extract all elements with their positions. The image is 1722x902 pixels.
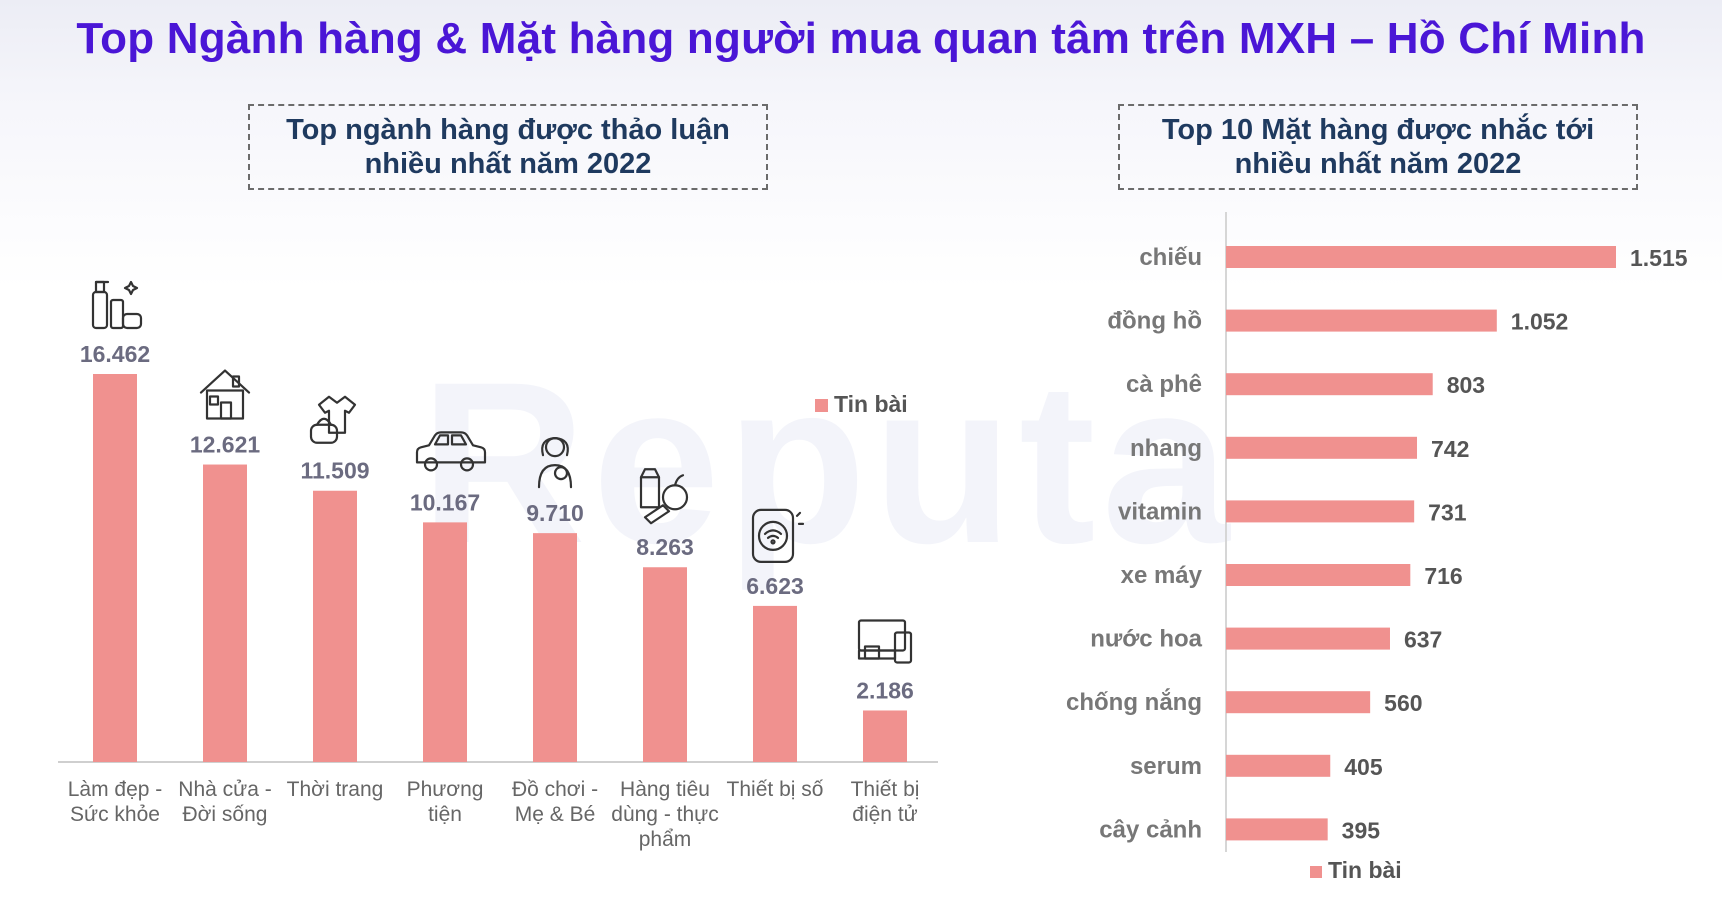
bar: [1226, 564, 1411, 586]
bar-value-label: 742: [1431, 436, 1469, 462]
y-tick-label: cây cảnh: [1099, 816, 1202, 843]
y-tick-label: chống nắng: [1066, 688, 1202, 716]
car-icon: [415, 431, 487, 472]
x-tick-label: Thiết bị số: [727, 778, 824, 801]
bar-value-label: 731: [1428, 499, 1467, 525]
bar: [1226, 246, 1616, 268]
bar-value-label: 2.186: [856, 677, 914, 703]
bar-value-label: 8.263: [636, 534, 694, 560]
left-chart-title-line1: Top ngành hàng được thảo luận: [286, 114, 730, 146]
bar-value-label: 6.623: [746, 573, 804, 599]
bar: [1226, 691, 1371, 714]
page-title: Top Ngành hàng & Mặt hàng người mua quan…: [76, 14, 1646, 63]
legend-swatch: [815, 399, 828, 412]
bar-value-label: 9.710: [526, 500, 584, 526]
y-tick-label: chiếu: [1139, 244, 1202, 271]
x-tick-label: phẩm: [639, 828, 692, 851]
bar: [313, 490, 357, 762]
bar-value-label: 395: [1342, 817, 1381, 843]
y-tick-label: nước hoa: [1090, 626, 1202, 653]
x-tick-label: Đời sống: [183, 803, 268, 826]
bar: [533, 533, 577, 762]
bar-value-label: 560: [1384, 690, 1422, 716]
bar-value-label: 10.167: [410, 489, 480, 515]
groceries-icon: [639, 468, 689, 525]
x-tick-label: điện tử: [852, 803, 917, 826]
category-bar-chart: 16.462 Làm đẹp -Sức khỏe 12.621 Nhà cửa -Đờ…: [58, 280, 938, 851]
bar: [643, 567, 687, 762]
x-tick-label: Đồ chơi -: [512, 778, 598, 801]
clothing-icon: [309, 395, 357, 444]
x-tick-label: Hàng tiêu: [620, 778, 710, 801]
cosmetics-icon: [91, 280, 143, 330]
bar: [93, 374, 137, 762]
x-tick-label: Thời trang: [287, 778, 384, 801]
x-tick-label: Nhà cửa -: [178, 778, 271, 801]
left-chart-title-line2: nhiều nhất năm 2022: [364, 148, 652, 180]
bar-value-label: 637: [1404, 627, 1442, 653]
bar: [203, 464, 247, 762]
y-tick-label: nhang: [1130, 435, 1202, 462]
y-tick-label: đồng hồ: [1107, 308, 1202, 335]
bar: [1226, 627, 1390, 650]
legend-swatch: [1310, 866, 1322, 878]
product-bar-chart: chiếu 1.515 đồng hồ 1.052 cà phê 803 nhang 742 v…: [1066, 212, 1688, 883]
bar-value-label: 11.509: [300, 458, 369, 484]
left-chart-title: Top ngành hàng được thảo luận nhiều nhất…: [248, 104, 768, 190]
bar-value-label: 16.462: [80, 341, 150, 367]
x-tick-label: Thiết bị: [851, 778, 920, 801]
x-tick-label: Mẹ & Bé: [515, 803, 596, 826]
legend-label: Tin bài: [834, 391, 908, 417]
x-tick-label: tiện: [428, 803, 462, 826]
bar-value-label: 405: [1344, 754, 1383, 780]
bar: [1226, 754, 1331, 777]
x-tick-label: Phương: [407, 778, 484, 801]
house-icon: [199, 369, 251, 420]
y-tick-label: serum: [1130, 753, 1202, 780]
bar: [1226, 309, 1497, 332]
y-tick-label: xe máy: [1121, 562, 1203, 589]
legend-label: Tin bài: [1328, 857, 1402, 883]
bar: [863, 710, 907, 762]
mother-baby-icon: [537, 437, 573, 489]
x-tick-label: dùng - thực: [611, 803, 718, 826]
y-tick-label: vitamin: [1118, 498, 1202, 525]
bar: [1226, 818, 1328, 841]
bar-value-label: 1.052: [1511, 309, 1569, 335]
x-tick-label: Làm đẹp -: [68, 778, 163, 801]
bar-value-label: 803: [1447, 372, 1485, 398]
smart-device-icon: [751, 508, 805, 563]
bar: [1226, 500, 1415, 523]
right-chart-title: Top 10 Mặt hàng được nhắc tới nhiều nhất…: [1118, 104, 1638, 190]
bar-value-label: 716: [1424, 563, 1462, 589]
bar: [1226, 373, 1433, 396]
x-tick-label: Sức khỏe: [70, 803, 160, 826]
bar: [1226, 436, 1418, 459]
bar-value-label: 12.621: [190, 432, 261, 458]
y-tick-label: cà phê: [1126, 371, 1202, 398]
bar: [753, 605, 797, 762]
electronics-icon: [857, 619, 913, 664]
right-chart-title-line2: nhiều nhất năm 2022: [1234, 148, 1522, 180]
right-chart-title-line1: Top 10 Mặt hàng được nhắc tới: [1161, 114, 1595, 146]
bar-value-label: 1.515: [1630, 245, 1688, 271]
bar: [423, 522, 467, 762]
